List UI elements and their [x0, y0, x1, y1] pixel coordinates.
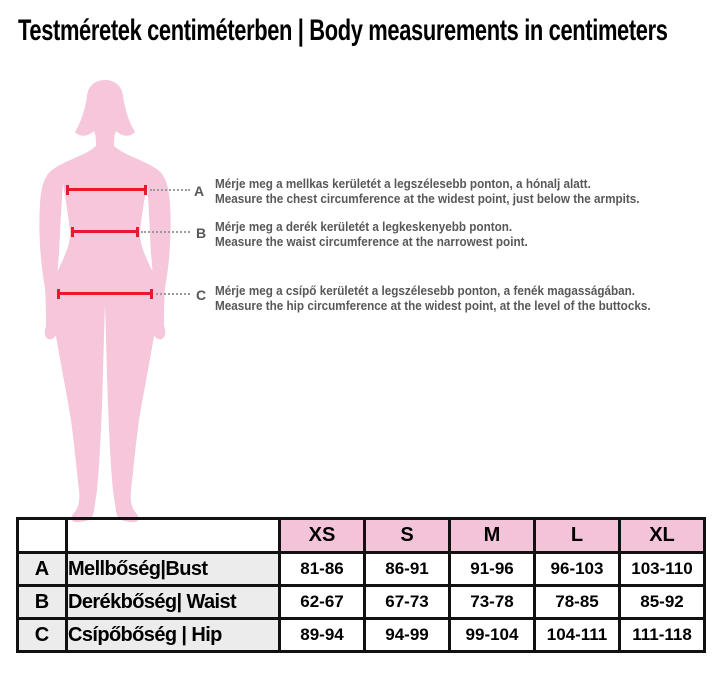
instruction-c: Mérje meg a csípő kerületét a legszélese… [215, 283, 651, 313]
corner-blank [65, 517, 281, 554]
chest-measure-line [66, 185, 147, 195]
instruction-a-hu: Mérje meg a mellkas kerületét a legszéle… [215, 176, 591, 191]
bust-xl: 103-110 [618, 551, 706, 587]
row-key: A [16, 551, 68, 587]
marker-b: B [196, 225, 207, 241]
body-silhouette-path [39, 80, 171, 523]
row-label: Csípőbőség | Hip [65, 617, 281, 653]
female-body-silhouette [39, 80, 171, 523]
bust-s: 86-91 [363, 551, 451, 587]
row-label: Derékbőség| Waist [65, 584, 281, 620]
size-col-xs: XS [278, 517, 366, 554]
row-key: B [16, 584, 68, 620]
hip-m: 99-104 [448, 617, 536, 653]
instruction-c-en: Measure the hip circumference at the wid… [215, 298, 651, 313]
row-key: C [16, 617, 68, 653]
size-header-row: XS S M L XL [16, 517, 706, 554]
marker-a: A [194, 183, 205, 199]
chest-leader-line [150, 189, 190, 191]
size-col-m: M [448, 517, 536, 554]
bust-xs: 81-86 [278, 551, 366, 587]
bust-l: 96-103 [533, 551, 621, 587]
hip-s: 94-99 [363, 617, 451, 653]
instruction-b: Mérje meg a derék kerületét a legkeskeny… [215, 219, 528, 249]
instruction-a-en: Measure the chest circumference at the w… [215, 191, 640, 206]
bust-m: 91-96 [448, 551, 536, 587]
waist-l: 78-85 [533, 584, 621, 620]
hip-measure-line [57, 289, 153, 299]
instruction-b-hu: Mérje meg a derék kerületét a legkeskeny… [215, 219, 513, 234]
hip-xl: 111-118 [618, 617, 706, 653]
table-row-bust: A Mellbőség|Bust 81-86 86-91 91-96 96-10… [16, 551, 706, 587]
table-row-hip: C Csípőbőség | Hip 89-94 94-99 99-104 10… [16, 617, 706, 653]
size-col-s: S [363, 517, 451, 554]
hip-xs: 89-94 [278, 617, 366, 653]
instruction-a: Mérje meg a mellkas kerületét a legszéle… [215, 176, 640, 206]
waist-leader-line [141, 231, 190, 233]
page-title: Testméretek centiméterben | Body measure… [18, 14, 668, 47]
hip-l: 104-111 [533, 617, 621, 653]
waist-xs: 62-67 [278, 584, 366, 620]
waist-s: 67-73 [363, 584, 451, 620]
marker-c: C [196, 287, 207, 303]
hip-leader-line [156, 293, 190, 295]
size-col-l: L [533, 517, 621, 554]
row-label: Mellbőség|Bust [65, 551, 281, 587]
waist-m: 73-78 [448, 584, 536, 620]
table-row-waist: B Derékbőség| Waist 62-67 67-73 73-78 78… [16, 584, 706, 620]
corner-blank [16, 517, 68, 554]
instruction-c-hu: Mérje meg a csípő kerületét a legszélese… [215, 283, 636, 298]
size-table: XS S M L XL A Mellbőség|Bust 81-86 86-91… [16, 517, 706, 653]
size-col-xl: XL [618, 517, 706, 554]
waist-measure-line [71, 227, 139, 237]
instruction-b-en: Measure the waist circumference at the n… [215, 234, 528, 249]
waist-xl: 85-92 [618, 584, 706, 620]
